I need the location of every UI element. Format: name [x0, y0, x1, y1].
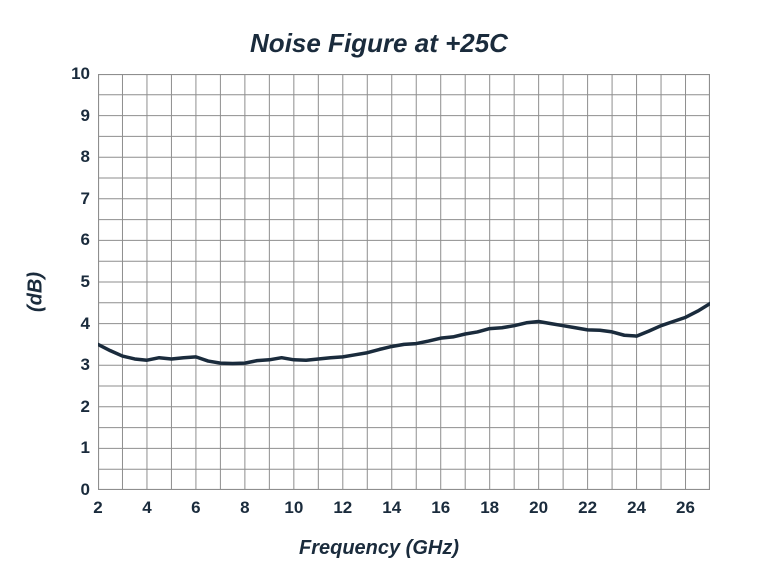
plot-area	[98, 74, 710, 490]
x-tick-label: 16	[431, 498, 450, 518]
x-tick-label: 8	[240, 498, 249, 518]
x-tick-label: 14	[382, 498, 401, 518]
y-tick-label: 0	[50, 480, 90, 500]
x-tick-label: 26	[676, 498, 695, 518]
x-tick-label: 10	[284, 498, 303, 518]
x-tick-label: 20	[529, 498, 548, 518]
y-tick-label: 9	[50, 106, 90, 126]
y-tick-label: 4	[50, 314, 90, 334]
chart-title: Noise Figure at +25C	[0, 28, 758, 59]
grid	[98, 74, 710, 490]
y-tick-label: 6	[50, 230, 90, 250]
x-tick-label: 12	[333, 498, 352, 518]
y-axis-label: (dB)	[24, 272, 47, 312]
x-tick-label: 2	[93, 498, 102, 518]
y-tick-label: 1	[50, 438, 90, 458]
series-noise-figure	[98, 304, 710, 364]
y-tick-label: 3	[50, 355, 90, 375]
x-tick-label: 22	[578, 498, 597, 518]
chart-container: Noise Figure at +25C (dB) Frequency (GHz…	[0, 0, 758, 584]
x-tick-label: 18	[480, 498, 499, 518]
y-tick-label: 7	[50, 189, 90, 209]
x-tick-label: 4	[142, 498, 151, 518]
x-tick-label: 24	[627, 498, 646, 518]
x-axis-label: Frequency (GHz)	[0, 537, 758, 560]
y-tick-label: 8	[50, 147, 90, 167]
y-tick-label: 5	[50, 272, 90, 292]
x-tick-label: 6	[191, 498, 200, 518]
plot-svg	[98, 74, 710, 490]
y-tick-label: 10	[50, 64, 90, 84]
y-tick-label: 2	[50, 397, 90, 417]
